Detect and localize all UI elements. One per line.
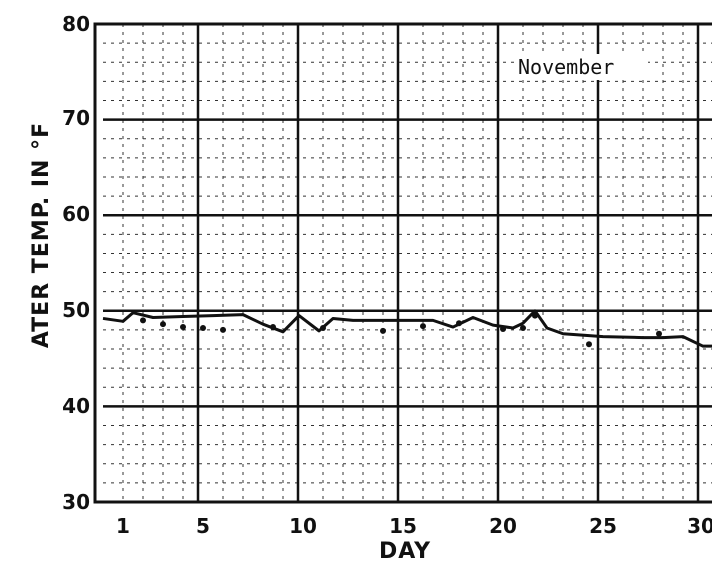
- data-point: [200, 325, 206, 332]
- y-tick-label-70: 70: [62, 106, 90, 130]
- y-tick-label-50: 50: [62, 298, 90, 322]
- major-grid: [103, 24, 712, 502]
- x-tick-label-10: 10: [289, 514, 317, 538]
- x-tick-label-15: 15: [389, 514, 417, 538]
- x-tick-label-25: 25: [589, 514, 617, 538]
- y-tick-label-60: 60: [62, 202, 90, 226]
- y-tick-label-40: 40: [62, 394, 90, 418]
- data-point: [320, 325, 326, 332]
- x-axis-title: DAY: [379, 539, 431, 563]
- data-point: [520, 325, 526, 332]
- x-tick-labels: 1 5 10 15 20 25 30: [116, 514, 712, 538]
- x-tick-label-5: 5: [196, 514, 210, 538]
- month-annotation: November: [518, 55, 614, 79]
- data-point: [420, 323, 426, 330]
- data-point: [456, 320, 462, 327]
- series-layer: [102, 309, 712, 348]
- y-tick-label-30: 30: [62, 490, 90, 514]
- data-point: [656, 330, 662, 337]
- x-tick-label-1: 1: [116, 514, 130, 538]
- data-point: [500, 325, 506, 332]
- x-tick-label-20: 20: [489, 514, 517, 538]
- series-line: [102, 309, 712, 348]
- y-tick-labels: 30 40 50 60 70 80: [62, 12, 90, 514]
- y-tick-label-80: 80: [62, 12, 90, 36]
- annotation-background: [514, 54, 648, 80]
- data-point: [270, 324, 276, 331]
- data-point: [586, 341, 592, 348]
- data-point: [220, 326, 226, 333]
- data-point: [380, 327, 386, 334]
- data-point: [180, 324, 186, 331]
- data-point: [140, 317, 146, 324]
- plot-frame: [93, 22, 712, 504]
- data-point: [160, 321, 166, 328]
- data-point: [532, 312, 538, 319]
- y-axis-title: ATER TEMP. IN °F: [29, 122, 54, 348]
- minor-grid: [103, 24, 712, 502]
- x-tick-label-30: 30: [687, 514, 712, 538]
